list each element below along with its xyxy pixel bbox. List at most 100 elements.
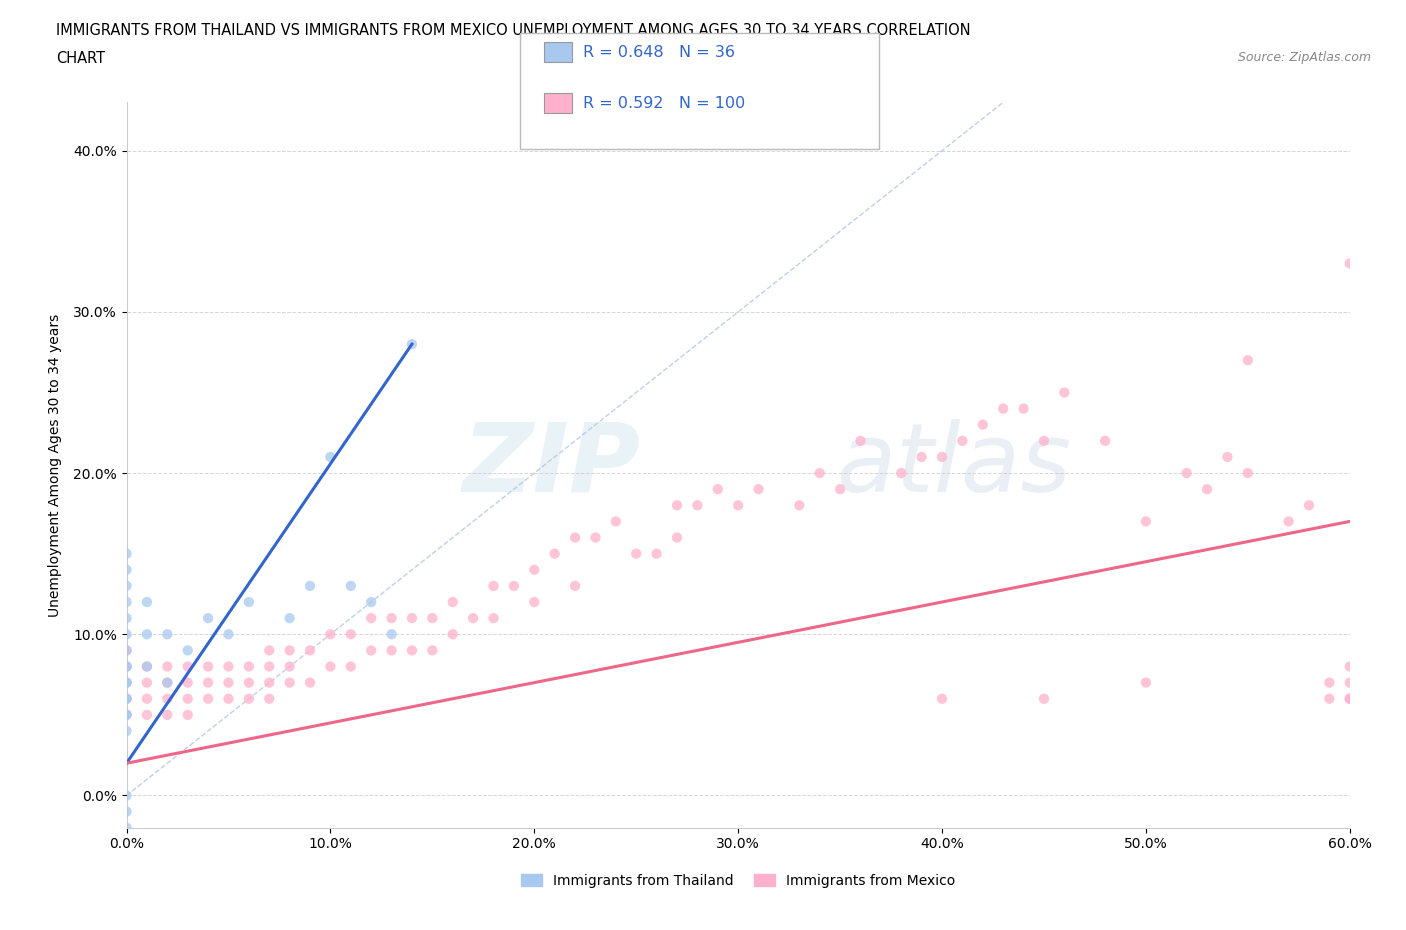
Text: R = 0.648   N = 36: R = 0.648 N = 36 bbox=[583, 45, 735, 60]
Point bbox=[177, 643, 200, 658]
Point bbox=[156, 627, 179, 642]
Point bbox=[299, 643, 322, 658]
Legend: Immigrants from Thailand, Immigrants from Mexico: Immigrants from Thailand, Immigrants fro… bbox=[515, 869, 962, 894]
Text: R = 0.592   N = 100: R = 0.592 N = 100 bbox=[583, 96, 745, 111]
Point bbox=[278, 659, 301, 674]
Point bbox=[115, 659, 138, 674]
Point bbox=[238, 675, 260, 690]
Point bbox=[115, 691, 138, 706]
Point bbox=[115, 659, 138, 674]
Text: CHART: CHART bbox=[56, 51, 105, 66]
Point bbox=[890, 466, 912, 481]
Point bbox=[401, 643, 423, 658]
Point bbox=[605, 514, 627, 529]
Point bbox=[135, 659, 157, 674]
Point bbox=[441, 627, 464, 642]
Text: atlas: atlas bbox=[837, 418, 1071, 512]
Point bbox=[482, 578, 505, 593]
Point bbox=[727, 498, 749, 512]
Point bbox=[950, 433, 973, 448]
Point bbox=[1237, 352, 1260, 367]
Point bbox=[115, 643, 138, 658]
Point bbox=[115, 627, 138, 642]
Point bbox=[156, 675, 179, 690]
Point bbox=[197, 659, 219, 674]
Point bbox=[523, 594, 546, 609]
Point bbox=[482, 611, 505, 626]
Y-axis label: Unemployment Among Ages 30 to 34 years: Unemployment Among Ages 30 to 34 years bbox=[48, 313, 62, 617]
Point bbox=[849, 433, 872, 448]
Point bbox=[441, 594, 464, 609]
Point bbox=[461, 611, 484, 626]
Point bbox=[115, 611, 138, 626]
Point bbox=[115, 708, 138, 723]
Point bbox=[645, 546, 668, 561]
Point bbox=[319, 449, 342, 464]
Point bbox=[217, 627, 239, 642]
Point bbox=[564, 530, 586, 545]
Point bbox=[319, 627, 342, 642]
Point bbox=[135, 675, 157, 690]
Point bbox=[115, 578, 138, 593]
Point bbox=[503, 578, 526, 593]
Point bbox=[238, 594, 260, 609]
Point bbox=[278, 611, 301, 626]
Text: Source: ZipAtlas.com: Source: ZipAtlas.com bbox=[1237, 51, 1371, 64]
Point bbox=[135, 708, 157, 723]
Point bbox=[666, 498, 689, 512]
Point bbox=[686, 498, 709, 512]
Point bbox=[259, 675, 281, 690]
Point bbox=[217, 675, 239, 690]
Point bbox=[115, 594, 138, 609]
Point bbox=[115, 675, 138, 690]
Point bbox=[1216, 449, 1239, 464]
Point bbox=[177, 708, 200, 723]
Point bbox=[115, 675, 138, 690]
Point bbox=[1053, 385, 1076, 400]
Point bbox=[1339, 256, 1361, 271]
Point bbox=[197, 611, 219, 626]
Point bbox=[1033, 433, 1056, 448]
Point bbox=[135, 691, 157, 706]
Point bbox=[828, 482, 851, 497]
Point bbox=[156, 708, 179, 723]
Point bbox=[931, 691, 953, 706]
Point bbox=[115, 691, 138, 706]
Point bbox=[380, 611, 404, 626]
Point bbox=[259, 691, 281, 706]
Point bbox=[115, 563, 138, 578]
Point bbox=[1317, 675, 1340, 690]
Point bbox=[380, 643, 404, 658]
Point bbox=[135, 627, 157, 642]
Point bbox=[1135, 514, 1157, 529]
Point bbox=[626, 546, 648, 561]
Point bbox=[135, 659, 157, 674]
Point bbox=[259, 659, 281, 674]
Point bbox=[993, 401, 1015, 416]
Point bbox=[1012, 401, 1035, 416]
Point bbox=[422, 643, 444, 658]
Point bbox=[156, 691, 179, 706]
Point bbox=[585, 530, 607, 545]
Point bbox=[115, 675, 138, 690]
Point bbox=[319, 659, 342, 674]
Point bbox=[115, 643, 138, 658]
Point bbox=[401, 611, 423, 626]
Point bbox=[259, 643, 281, 658]
Point bbox=[1135, 675, 1157, 690]
Point bbox=[1033, 691, 1056, 706]
Point bbox=[808, 466, 831, 481]
Point bbox=[115, 708, 138, 723]
Point bbox=[1339, 691, 1361, 706]
Text: IMMIGRANTS FROM THAILAND VS IMMIGRANTS FROM MEXICO UNEMPLOYMENT AMONG AGES 30 TO: IMMIGRANTS FROM THAILAND VS IMMIGRANTS F… bbox=[56, 23, 972, 38]
Point bbox=[115, 691, 138, 706]
Point bbox=[360, 594, 382, 609]
Point bbox=[1339, 659, 1361, 674]
Point bbox=[1175, 466, 1198, 481]
Point bbox=[1094, 433, 1116, 448]
Point bbox=[401, 337, 423, 352]
Point bbox=[564, 578, 586, 593]
Point bbox=[115, 659, 138, 674]
Point bbox=[115, 804, 138, 819]
Point bbox=[666, 530, 689, 545]
